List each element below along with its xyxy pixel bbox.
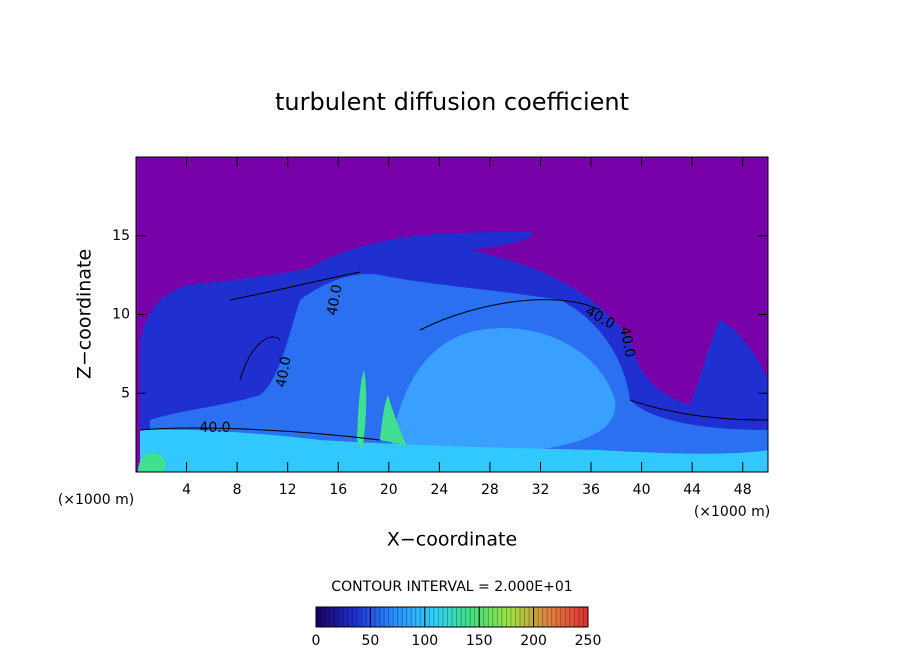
y-unit-label: (×1000 m) bbox=[694, 504, 770, 520]
x-tick-label: 44 bbox=[683, 482, 701, 498]
field-region bbox=[138, 370, 406, 472]
x-tick-label: 4 bbox=[182, 482, 191, 498]
colorbar-tick-label: 200 bbox=[520, 633, 547, 649]
chart-title: turbulent diffusion coefficient bbox=[275, 88, 629, 116]
colorbar-tick-label: 150 bbox=[466, 633, 493, 649]
contour-interval: CONTOUR INTERVAL = 2.000E+01 bbox=[331, 579, 572, 595]
x-unit-label: (×1000 m) bbox=[58, 492, 134, 508]
x-tick-label: 48 bbox=[734, 482, 752, 498]
field bbox=[136, 157, 768, 472]
colorbar-tick-label: 0 bbox=[312, 633, 321, 649]
x-tick-label: 24 bbox=[430, 482, 448, 498]
y-tick-label: 15 bbox=[112, 228, 130, 244]
x-tick-label: 36 bbox=[582, 482, 600, 498]
field-region bbox=[140, 429, 768, 472]
y-tick-label: 10 bbox=[112, 307, 130, 323]
contour-line bbox=[139, 271, 768, 441]
contour-label: 40.0 bbox=[616, 325, 637, 358]
contour-label: 40.0 bbox=[273, 355, 294, 388]
x-tick-label: 12 bbox=[279, 482, 297, 498]
x-tick-label: 32 bbox=[532, 482, 550, 498]
contour-label: 40.0 bbox=[324, 283, 345, 316]
x-tick-label: 20 bbox=[380, 482, 398, 498]
colorbar-tick-label: 50 bbox=[361, 633, 379, 649]
y-axis-label: Z−coordinate bbox=[74, 249, 96, 379]
y-tick-label: 5 bbox=[121, 385, 130, 401]
colorbar-tick-label: 250 bbox=[575, 633, 602, 649]
contour-label: 40.0 bbox=[199, 420, 230, 436]
field-region bbox=[390, 328, 616, 460]
x-tick-label: 16 bbox=[329, 482, 347, 498]
x-tick-label: 28 bbox=[481, 482, 499, 498]
colorbar-tick-label: 100 bbox=[411, 633, 438, 649]
x-tick-label: 8 bbox=[233, 482, 242, 498]
x-axis-label: X−coordinate bbox=[387, 529, 517, 551]
x-tick-label: 40 bbox=[633, 482, 651, 498]
